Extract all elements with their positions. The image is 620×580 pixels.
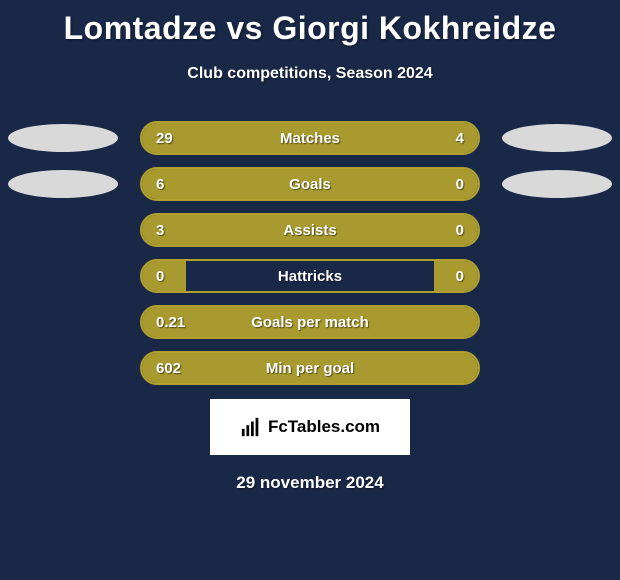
player-avatar-right	[502, 170, 612, 198]
stat-label: Hattricks	[142, 261, 478, 291]
stat-row: 0.21Goals per match	[0, 305, 620, 339]
stat-bar: 294Matches	[140, 121, 480, 155]
stat-row: 60Goals	[0, 167, 620, 201]
stat-bar: 30Assists	[140, 213, 480, 247]
page-title: Lomtadze vs Giorgi Kokhreidze	[0, 0, 620, 47]
date-label: 29 november 2024	[0, 473, 620, 493]
stat-bar: 00Hattricks	[140, 259, 480, 293]
subtitle: Club competitions, Season 2024	[0, 65, 620, 83]
stat-label: Matches	[142, 123, 478, 153]
stat-bar: 60Goals	[140, 167, 480, 201]
player-avatar-left	[8, 170, 118, 198]
brand-label: FcTables.com	[268, 417, 380, 437]
stat-label: Min per goal	[142, 353, 478, 383]
stat-row: 602Min per goal	[0, 351, 620, 385]
stat-label: Assists	[142, 215, 478, 245]
stat-row: 30Assists	[0, 213, 620, 247]
stat-bar: 0.21Goals per match	[140, 305, 480, 339]
chart-icon	[240, 416, 262, 438]
stat-label: Goals per match	[142, 307, 478, 337]
player-avatar-right	[502, 124, 612, 152]
stat-row: 00Hattricks	[0, 259, 620, 293]
player-avatar-left	[8, 124, 118, 152]
stat-label: Goals	[142, 169, 478, 199]
stat-row: 294Matches	[0, 121, 620, 155]
stat-bar: 602Min per goal	[140, 351, 480, 385]
brand-box[interactable]: FcTables.com	[210, 399, 410, 455]
stats-container: 294Matches 60Goals 30Assists 00Hattricks 0.2…	[0, 121, 620, 385]
